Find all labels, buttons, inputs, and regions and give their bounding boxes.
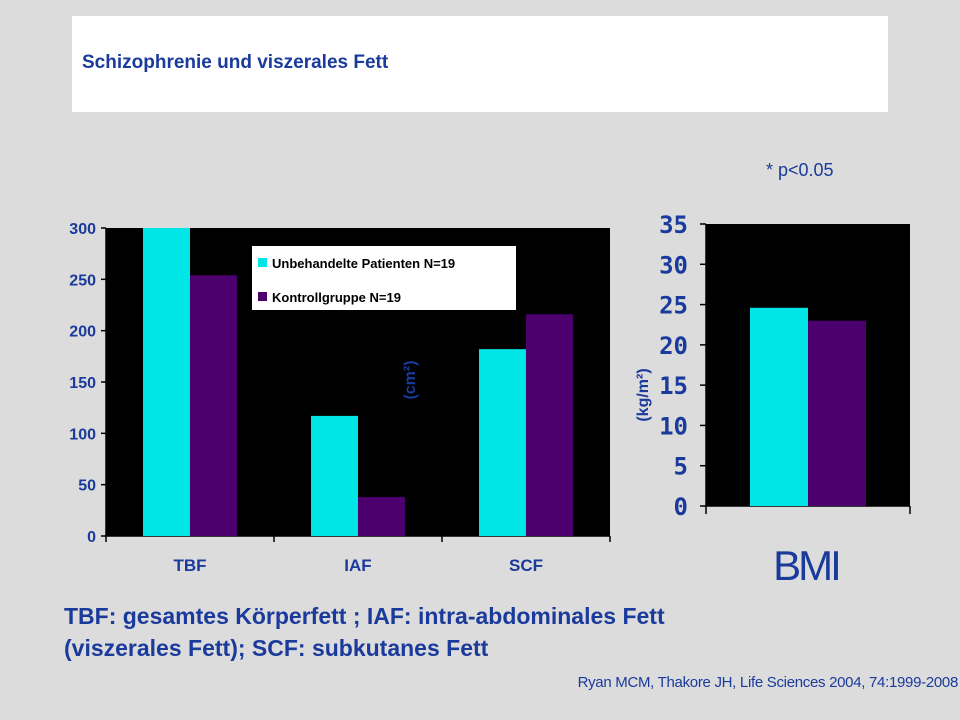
bmi-y-tick-label: 20 bbox=[659, 332, 688, 360]
caption-line-2: (viszerales Fett); SCF: subkutanes Fett bbox=[64, 635, 489, 661]
bmi-y-tick-label: 5 bbox=[674, 453, 688, 481]
bmi-x-label: BMI bbox=[773, 542, 839, 589]
legend-label: Kontrollgruppe N=19 bbox=[272, 290, 401, 305]
bmi-y-tick-label: 10 bbox=[659, 412, 688, 440]
bar-scf-series-1 bbox=[479, 349, 526, 536]
caption: TBF: gesamtes Körperfett ; IAF: intra-ab… bbox=[64, 600, 824, 664]
y-tick-label: 50 bbox=[78, 478, 96, 495]
x-tick-label: SCF bbox=[509, 556, 543, 575]
bar-tbf-series-2 bbox=[190, 275, 237, 536]
bmi-y-axis-label: (kg/m²) bbox=[635, 368, 652, 421]
x-tick-label: TBF bbox=[173, 556, 206, 575]
y-tick-label: 200 bbox=[69, 324, 96, 341]
legend-label: Unbehandelte Patienten N=19 bbox=[272, 256, 455, 271]
legend-swatch bbox=[258, 292, 267, 301]
citation: Ryan MCM, Thakore JH, Life Sciences 2004… bbox=[577, 674, 959, 691]
y-tick-label: 100 bbox=[69, 426, 96, 443]
bmi-bar-series-2 bbox=[808, 320, 866, 506]
legend-swatch bbox=[258, 258, 267, 267]
bar-scf-series-2 bbox=[526, 314, 573, 536]
significance-note: * p<0.05 bbox=[766, 160, 834, 180]
bar-iaf-series-2 bbox=[358, 496, 405, 536]
bmi-y-tick-label: 0 bbox=[674, 493, 688, 521]
bar-iaf-series-1 bbox=[311, 415, 358, 536]
title-box: Schizophrenie und viszerales Fett bbox=[72, 16, 888, 112]
bmi-y-tick-label: 35 bbox=[659, 211, 688, 239]
caption-line-1: TBF: gesamtes Körperfett ; IAF: intra-ab… bbox=[64, 603, 665, 629]
y-tick-label: 150 bbox=[69, 375, 96, 392]
y-axis-label: (cm²) bbox=[402, 360, 419, 399]
legend-box bbox=[252, 246, 516, 310]
bmi-y-tick-label: 30 bbox=[659, 251, 688, 279]
y-tick-label: 250 bbox=[69, 272, 96, 289]
x-tick-label: IAF bbox=[344, 556, 371, 575]
y-tick-label: 0 bbox=[87, 529, 96, 546]
bmi-bar-series-1 bbox=[750, 307, 808, 506]
bmi-y-tick-label: 25 bbox=[659, 292, 688, 320]
slide-title: Schizophrenie und viszerales Fett bbox=[82, 52, 389, 73]
bmi-y-tick-label: 15 bbox=[659, 372, 688, 400]
y-tick-label: 300 bbox=[69, 221, 96, 238]
bar-tbf-series-1 bbox=[143, 228, 190, 536]
